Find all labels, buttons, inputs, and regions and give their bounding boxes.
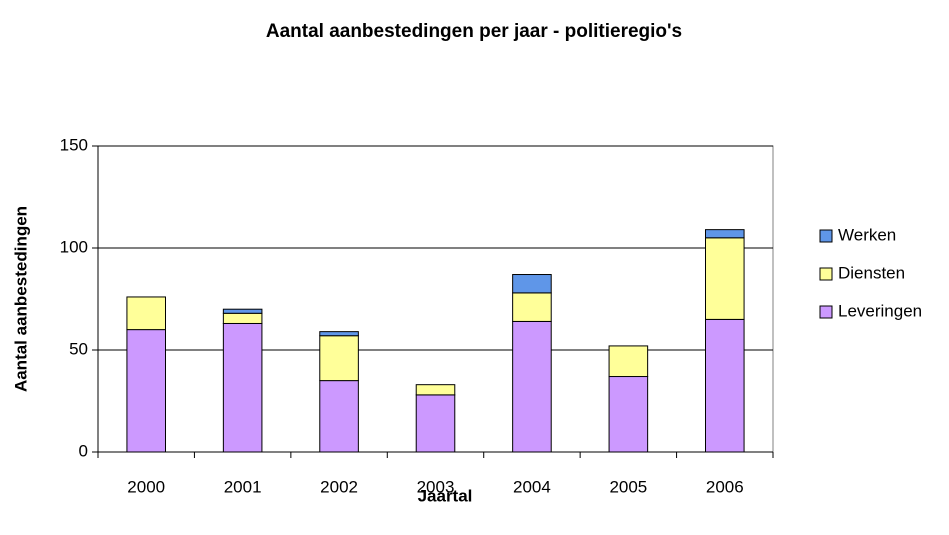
- bar-segment: [319, 335, 359, 382]
- x-tick-label: 2003: [417, 477, 455, 496]
- x-axis-label: Jaartal: [418, 486, 473, 505]
- x-tick-label: 2002: [320, 477, 358, 496]
- x-tick-label: 2000: [127, 477, 165, 496]
- legend-label: Leveringen: [838, 301, 922, 320]
- legend-label: Diensten: [838, 263, 905, 282]
- bar-segment: [512, 274, 552, 294]
- bar-segment: [608, 345, 649, 378]
- legend-swatch: [819, 305, 833, 319]
- x-tick-label: 2006: [706, 477, 744, 496]
- bar-segment: [126, 296, 167, 331]
- bar-segment: [126, 329, 167, 453]
- bar-segment: [222, 312, 263, 324]
- bar-segment: [705, 237, 745, 320]
- chart-title: Aantal aanbestedingen per jaar - politie…: [266, 21, 682, 42]
- bar-segment: [415, 384, 456, 396]
- legend-swatch: [819, 229, 833, 243]
- legend-swatch: [819, 267, 833, 281]
- y-tick-label: 50: [69, 339, 88, 358]
- bar-segment: [222, 322, 263, 453]
- bar-segment: [705, 229, 745, 239]
- bar-segment: [512, 320, 552, 453]
- bar-segment: [608, 376, 649, 453]
- x-tick-label: 2004: [513, 477, 551, 496]
- x-tick-label: 2005: [609, 477, 647, 496]
- bar-segment: [512, 292, 552, 322]
- y-axis-label: Aantal aanbestedingen: [11, 206, 30, 392]
- x-tick-label: 2001: [224, 477, 262, 496]
- bar-segment: [222, 308, 263, 314]
- legend-label: Werken: [838, 225, 896, 244]
- y-tick-label: 150: [60, 135, 88, 154]
- bar-segment: [319, 331, 359, 337]
- bar-segment: [319, 380, 359, 453]
- y-tick-label: 100: [60, 237, 88, 256]
- bar-segment: [415, 394, 456, 453]
- y-tick-label: 0: [79, 441, 88, 460]
- bar-segment: [705, 318, 745, 453]
